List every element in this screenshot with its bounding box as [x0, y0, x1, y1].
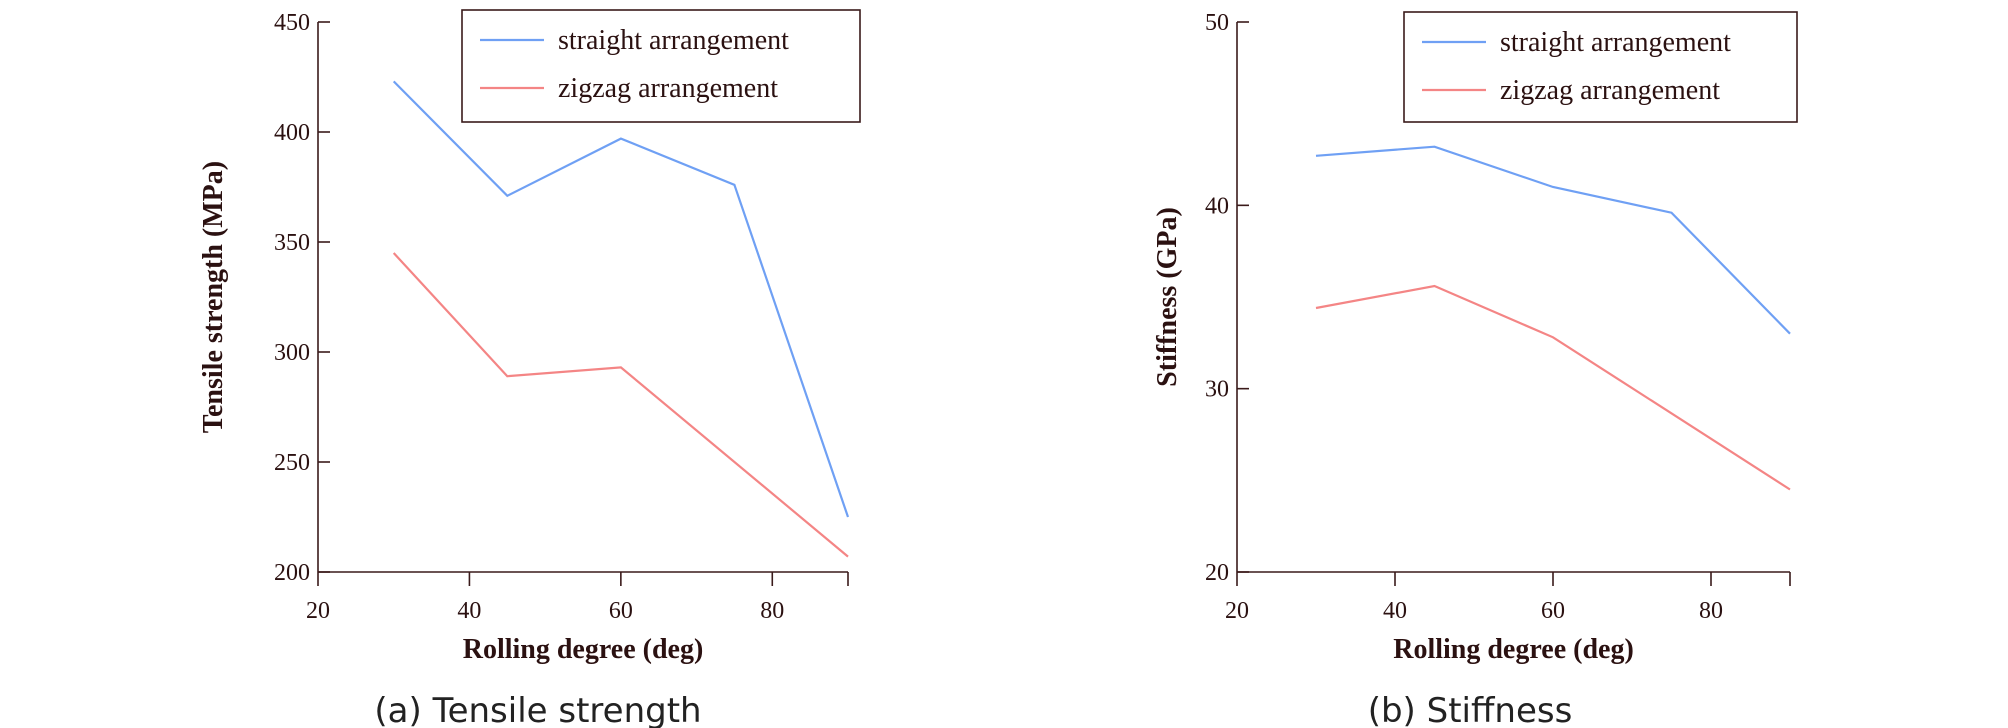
x-tick-label: 40: [457, 598, 481, 624]
series-line-straight: [392, 80, 850, 518]
y-tick-label: 350: [274, 230, 310, 256]
series-line-zigzag: [392, 252, 849, 558]
x-tick-label: 40: [1383, 598, 1407, 624]
legend: straight arrangement zigzag arrangement: [1403, 11, 1798, 123]
y-tick-label: 20: [1205, 560, 1229, 586]
chart-panel-2: 20 30 40 50 20 40 60 80 straight arrangement zigz…: [1152, 10, 1798, 728]
legend-label: zigzag arrangement: [1500, 75, 1720, 106]
x-tick-label: 20: [1225, 598, 1249, 624]
legend-label: zigzag arrangement: [558, 73, 778, 104]
legend-label: straight arrangement: [558, 25, 789, 56]
legend: straight arrangement zigzag arrangement: [461, 9, 861, 123]
y-tick-label: 40: [1205, 193, 1229, 219]
x-axis-title: Rolling degree (deg): [463, 634, 704, 665]
y-axis-title: Stiffness (GPa): [1152, 207, 1183, 387]
chart-panel-1: 200 250 300 350 400 450 20 40 60 80 straight arran…: [198, 9, 861, 728]
x-tick-label: 60: [1541, 598, 1565, 624]
x-axis-title: Rolling degree (deg): [1393, 634, 1634, 665]
y-tick-label: 250: [274, 450, 310, 476]
y-tick-label: 300: [274, 340, 310, 366]
y-tick-label: 400: [274, 120, 310, 146]
y-tick-label: 450: [274, 10, 310, 36]
y-axis-title: Tensile strength (MPa): [198, 161, 229, 433]
x-tick-label: 80: [760, 598, 784, 624]
series-line-straight: [1315, 145, 1791, 335]
y-tick-label: 200: [274, 560, 310, 586]
panel-caption: (b) Stiffness: [1368, 691, 1573, 728]
x-tick-label: 80: [1699, 598, 1723, 624]
y-tick-label: 30: [1205, 377, 1229, 403]
x-tick-label: 60: [609, 598, 633, 624]
panel-caption: (a) Tensile strength: [374, 691, 701, 728]
legend-box: [461, 9, 861, 123]
series-line-zigzag: [1315, 284, 1791, 491]
y-tick-label: 50: [1205, 10, 1229, 36]
x-tick-label: 20: [306, 598, 330, 624]
legend-box: [1403, 11, 1798, 123]
legend-label: straight arrangement: [1500, 27, 1731, 58]
